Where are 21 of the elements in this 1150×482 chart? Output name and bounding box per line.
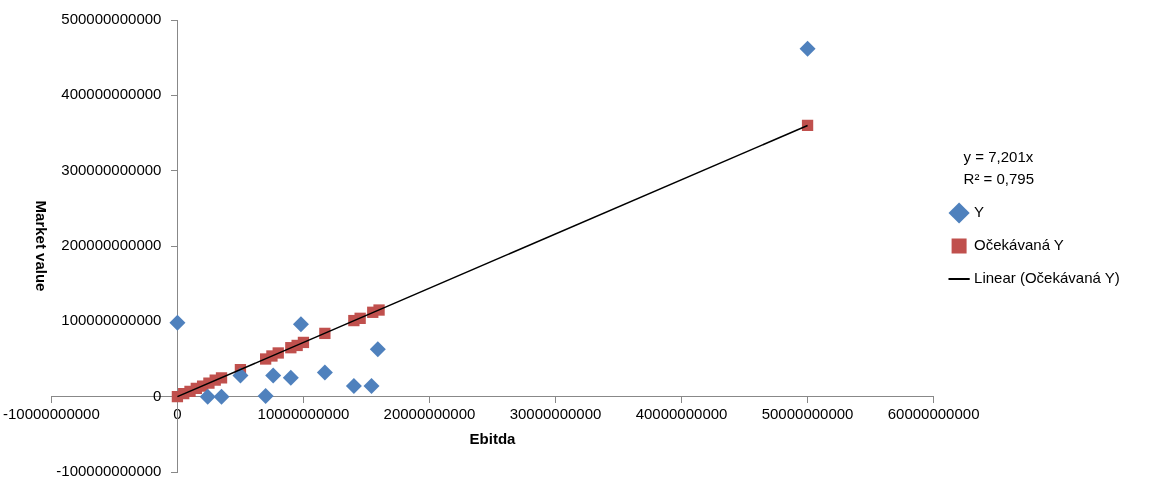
legend-label: Očekávaná Y (974, 236, 1064, 254)
x-tick-label: 50000000000 (761, 404, 854, 422)
x-tick-label: -10000000000 (3, 404, 100, 422)
x-axis-title: Ebitda (469, 429, 517, 447)
y-tick-label: 500000000000 (61, 10, 162, 28)
x-tick-label: 10000000000 (257, 404, 350, 422)
y-axis-title: Market value (33, 200, 51, 292)
text: R² = 0,795 (963, 169, 1035, 187)
y-tick-label: 300000000000 (61, 160, 162, 178)
y-tick-label: 200000000000 (61, 236, 162, 254)
y-tick-label: 400000000000 (61, 85, 162, 103)
y-tick-label: 0 (153, 386, 162, 404)
y-tick-label: 100000000000 (61, 311, 162, 329)
x-tick-label: 30000000000 (509, 404, 602, 422)
x-tick-label: 60000000000 (887, 404, 980, 422)
x-tick-label: 40000000000 (635, 404, 728, 422)
text: y = 7,201x (963, 147, 1034, 165)
legend-label: Y (974, 203, 985, 221)
legend-label: Linear (Očekávaná Y) (974, 269, 1120, 287)
x-tick-label: 20000000000 (383, 404, 476, 422)
y-tick-label: -100000000000 (56, 462, 162, 480)
